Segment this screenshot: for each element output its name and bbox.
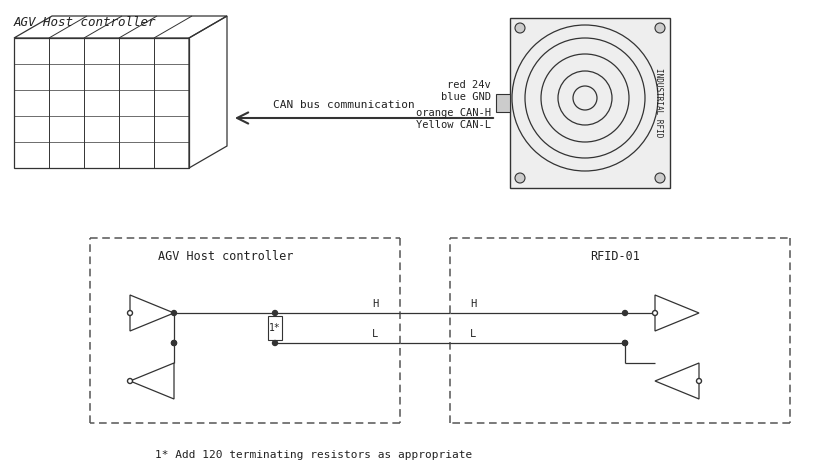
Text: RFID-01: RFID-01 (590, 250, 640, 263)
Text: 1*: 1* (269, 323, 281, 333)
Polygon shape (496, 94, 510, 112)
Text: L: L (470, 329, 476, 339)
Text: orange CAN-H: orange CAN-H (416, 108, 491, 118)
Circle shape (653, 311, 658, 316)
Circle shape (128, 311, 133, 316)
Circle shape (172, 311, 177, 316)
Text: AGV Host controller: AGV Host controller (14, 16, 156, 29)
Circle shape (515, 23, 525, 33)
Text: H: H (372, 299, 379, 309)
Circle shape (655, 23, 665, 33)
Circle shape (623, 311, 628, 316)
Text: H: H (470, 299, 476, 309)
Circle shape (697, 378, 702, 383)
Text: L: L (372, 329, 379, 339)
Text: CAN bus communication: CAN bus communication (274, 100, 415, 110)
Circle shape (172, 340, 177, 346)
Circle shape (515, 173, 525, 183)
Polygon shape (510, 18, 670, 188)
Circle shape (623, 340, 628, 346)
Text: Yellow CAN-L: Yellow CAN-L (416, 120, 491, 130)
Circle shape (655, 173, 665, 183)
Text: AGV Host controller: AGV Host controller (158, 250, 293, 263)
Text: 1* Add 120 terminating resistors as appropriate: 1* Add 120 terminating resistors as appr… (155, 450, 472, 460)
Text: INDUSTRIAL RFID: INDUSTRIAL RFID (654, 68, 663, 138)
Text: red 24v: red 24v (447, 80, 491, 90)
Circle shape (273, 311, 278, 316)
Circle shape (273, 340, 278, 346)
Circle shape (172, 340, 177, 346)
Text: blue GND: blue GND (441, 92, 491, 102)
Circle shape (623, 340, 628, 346)
Circle shape (128, 378, 133, 383)
